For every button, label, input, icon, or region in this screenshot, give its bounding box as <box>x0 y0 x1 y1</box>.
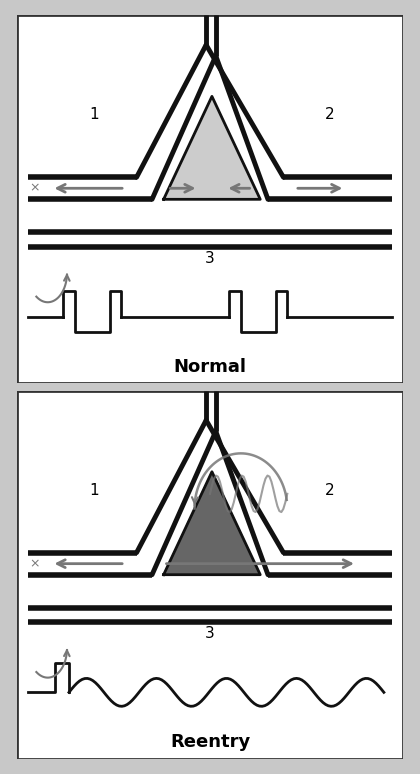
Text: 1: 1 <box>89 108 99 122</box>
Text: $\times$: $\times$ <box>29 557 39 570</box>
FancyBboxPatch shape <box>17 391 403 759</box>
Text: 3: 3 <box>205 626 215 641</box>
Text: 3: 3 <box>205 251 215 265</box>
Text: $\times$: $\times$ <box>29 182 39 195</box>
Polygon shape <box>164 97 260 200</box>
Text: 1: 1 <box>89 483 99 498</box>
Text: Normal: Normal <box>173 358 247 375</box>
Text: 2: 2 <box>325 108 335 122</box>
FancyBboxPatch shape <box>17 15 403 383</box>
Text: 2: 2 <box>325 483 335 498</box>
Polygon shape <box>164 471 260 574</box>
Text: Reentry: Reentry <box>170 733 250 751</box>
